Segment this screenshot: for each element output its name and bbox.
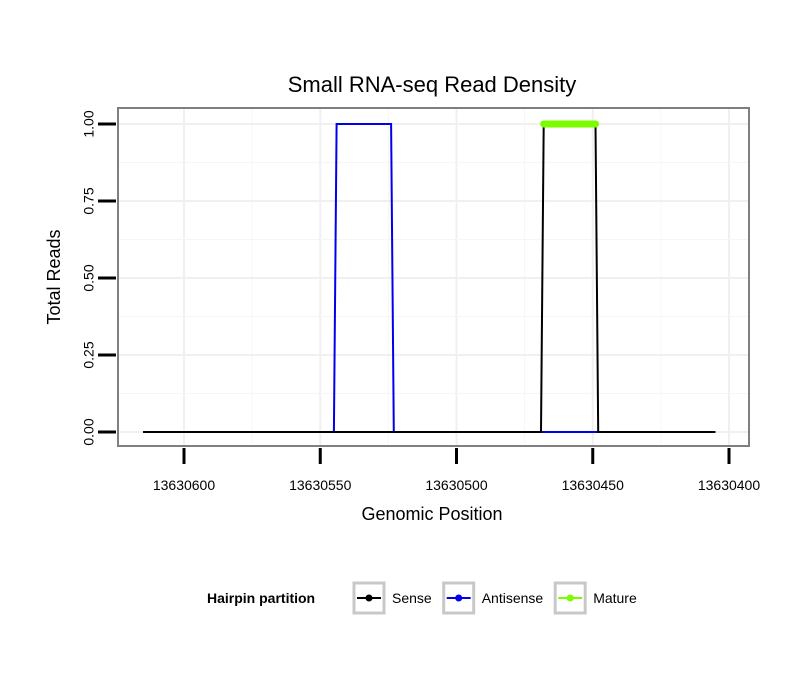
legend-key-point	[455, 594, 463, 602]
legend-key-point	[566, 594, 574, 602]
legend-title: Hairpin partition	[207, 590, 315, 606]
legend-item-sense: Sense	[352, 581, 432, 615]
x-axis-label: Genomic Position	[361, 504, 502, 524]
legend-label: Sense	[392, 590, 432, 606]
legend-label: Antisense	[482, 590, 544, 606]
y-axis-label: Total Reads	[44, 229, 64, 324]
x-tick-label: 13630500	[425, 477, 488, 493]
y-tick-label: 0.75	[81, 187, 97, 214]
legend-items: Sense Antisense Mature	[352, 581, 637, 615]
y-tick-label: 0.50	[81, 264, 97, 291]
chart-title: Small RNA-seq Read Density	[288, 72, 577, 97]
legend-item-antisense: Antisense	[442, 581, 544, 615]
y-tick-label: 0.25	[81, 341, 97, 368]
legend: Hairpin partition Sense Antisense Mature	[207, 581, 637, 615]
legend-key-point	[365, 594, 373, 602]
series-layer	[143, 120, 716, 433]
y-tick-label: 0.00	[81, 418, 97, 445]
legend-label: Mature	[593, 590, 637, 606]
legend-item-mature: Mature	[553, 581, 637, 615]
x-tick-label: 13630450	[562, 477, 625, 493]
x-tick-label: 13630550	[289, 477, 352, 493]
y-tick-label: 1.00	[81, 110, 97, 137]
x-tick-label: 13630600	[153, 477, 216, 493]
axes: 13630600 13630550 13630500 13630450 13630400…	[81, 110, 761, 493]
x-tick-label: 13630400	[698, 477, 761, 493]
